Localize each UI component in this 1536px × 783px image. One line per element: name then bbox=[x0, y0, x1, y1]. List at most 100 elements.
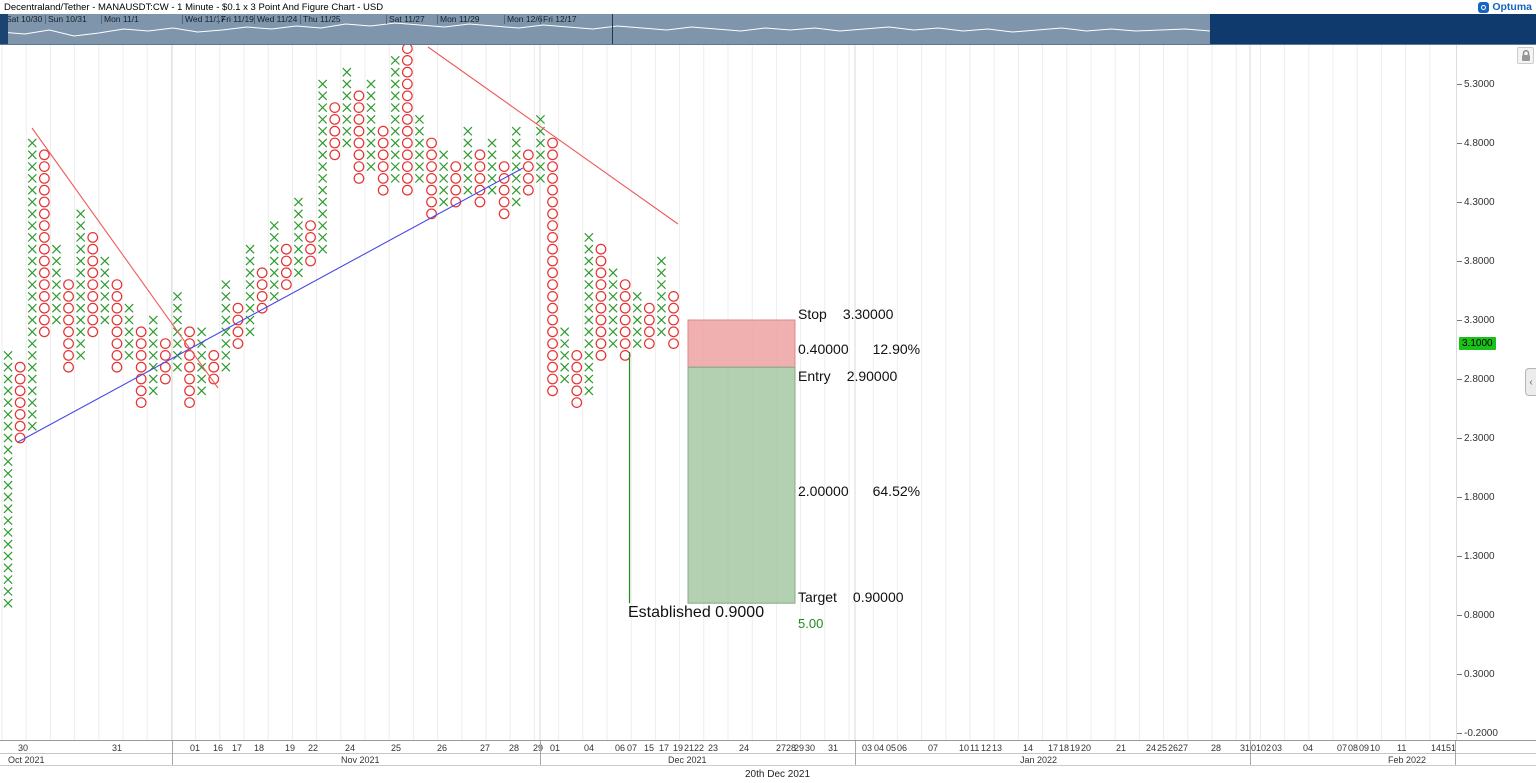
day-tick-label: 24 bbox=[1146, 743, 1157, 753]
pf-column-x bbox=[584, 232, 594, 396]
established-label[interactable]: Established 0.9000 bbox=[628, 604, 765, 621]
entry-label[interactable]: Entry 2.90000 bbox=[798, 368, 897, 384]
day-tick-label: 31 bbox=[1240, 743, 1251, 753]
day-tick-label: 18 bbox=[254, 743, 265, 753]
pf-column-x bbox=[100, 256, 110, 325]
axis-divider bbox=[1250, 741, 1251, 766]
axis-divider bbox=[855, 741, 856, 766]
price-tick: -0.2000 bbox=[1457, 728, 1498, 739]
navigator-sparkline-canvas bbox=[0, 22, 1210, 37]
target-label[interactable]: Target 0.90000 bbox=[798, 589, 904, 605]
pf-column-x bbox=[535, 114, 545, 183]
pf-column-o bbox=[450, 161, 462, 208]
stop-text: Stop bbox=[798, 306, 827, 322]
pf-column-o bbox=[232, 302, 244, 350]
navigator-date-label: Mon 11/29 bbox=[437, 15, 480, 24]
navigator-date-label: Wed 11/17 bbox=[182, 15, 225, 24]
price-tick: 4.8000 bbox=[1457, 138, 1495, 149]
day-tick-label: 15 bbox=[644, 743, 655, 753]
price-tick: 2.3000 bbox=[1457, 433, 1495, 444]
day-tick-label: 26 bbox=[437, 743, 448, 753]
lock-icon bbox=[1521, 49, 1530, 61]
pf-column-x bbox=[197, 327, 207, 396]
price-tick: 3.3000 bbox=[1457, 315, 1495, 326]
date-axis-days[interactable]: 30 31 01 16 17 18 19 22 24 25 26 27 28 29 01 04 06 07 15 17… bbox=[0, 740, 1536, 753]
day-tick-label: 24 bbox=[739, 743, 750, 753]
navigator-date-label: Thu 11/25 bbox=[300, 15, 341, 24]
chevron-left-icon: ‹ bbox=[1529, 376, 1533, 388]
chart-region: Stop 3.30000 0.40000 12.90% Entry 2.90000 2… bbox=[0, 45, 1536, 740]
trendline[interactable] bbox=[427, 46, 679, 225]
day-tick-label: 29 bbox=[794, 743, 805, 753]
stop-label[interactable]: Stop 3.30000 bbox=[798, 306, 893, 322]
reward-value: 2.00000 bbox=[798, 483, 849, 499]
pf-column-x bbox=[318, 79, 328, 254]
pf-column-x bbox=[245, 244, 255, 337]
day-tick-label: 22 bbox=[694, 743, 705, 753]
pf-chart-canvas[interactable] bbox=[0, 45, 1456, 740]
day-tick-label: 19 bbox=[285, 743, 296, 753]
pf-column-o bbox=[643, 302, 655, 350]
target-value: 0.90000 bbox=[852, 589, 904, 605]
day-tick-label: 09 bbox=[1359, 743, 1370, 753]
day-tick-label: 25 bbox=[1157, 743, 1168, 753]
day-tick-label: 17 bbox=[659, 743, 670, 753]
day-tick-label: 31 bbox=[828, 743, 839, 753]
navigator-date-label: Fri 12/17 bbox=[540, 15, 577, 24]
risk-value: 0.40000 bbox=[798, 341, 849, 357]
time-navigator[interactable]: Sat 10/30 Sun 10/31 Mon 11/1 Wed 11/17 Fri 1… bbox=[0, 14, 1536, 45]
day-tick-label: 08 bbox=[1348, 743, 1359, 753]
day-tick-label: 11 bbox=[970, 743, 980, 753]
price-tick: 0.3000 bbox=[1457, 669, 1495, 680]
day-tick-label: 10 bbox=[959, 743, 970, 753]
trendline[interactable] bbox=[17, 167, 524, 443]
day-tick-label: 10 bbox=[1370, 743, 1381, 753]
day-tick-label: 29 bbox=[533, 743, 544, 753]
pf-column-o bbox=[353, 90, 365, 184]
day-tick-label: 19 bbox=[1070, 743, 1081, 753]
axis-divider bbox=[540, 741, 541, 766]
lock-button[interactable] bbox=[1517, 47, 1534, 64]
pf-column-x bbox=[124, 303, 134, 360]
pf-column-o bbox=[668, 290, 679, 350]
date-axis-months[interactable]: Oct 2021 Nov 2021 Dec 2021 Jan 2022 Feb 2022 bbox=[0, 741, 1536, 766]
price-tick: 3.8000 bbox=[1457, 256, 1495, 267]
price-tick: 0.8000 bbox=[1457, 610, 1495, 621]
price-tick: 1.3000 bbox=[1457, 551, 1495, 562]
pf-column-x bbox=[439, 150, 449, 207]
day-tick-label: 13 bbox=[992, 743, 1003, 753]
day-tick-label: 21 bbox=[684, 743, 695, 753]
day-tick-label: 1 bbox=[1451, 743, 1457, 753]
optuma-logo[interactable]: Optuma bbox=[1478, 1, 1532, 13]
day-tick-label: 16 bbox=[213, 743, 224, 753]
target-zone[interactable] bbox=[687, 366, 796, 604]
optuma-logo-icon bbox=[1478, 1, 1490, 13]
price-tick: 2.8000 bbox=[1457, 374, 1495, 385]
risk-percent: 12.90% bbox=[872, 341, 921, 357]
day-tick-label: 31 bbox=[112, 743, 123, 753]
day-tick-label: 30 bbox=[18, 743, 29, 753]
day-tick-label: 12 bbox=[981, 743, 992, 753]
pf-column-x bbox=[3, 350, 13, 608]
pf-column-o bbox=[498, 161, 510, 220]
pf-column-o bbox=[280, 243, 292, 291]
day-tick-label: 07 bbox=[1337, 743, 1348, 753]
day-tick-label: 26 bbox=[1168, 743, 1179, 753]
pf-column-o bbox=[426, 137, 437, 220]
trendline[interactable] bbox=[31, 127, 219, 389]
chart-title: Decentraland/Tether - MANAUSDT:CW - 1 Mi… bbox=[4, 2, 384, 13]
stop-zone[interactable] bbox=[687, 319, 796, 368]
day-tick-label: 28 bbox=[1211, 743, 1222, 753]
price-axis[interactable]: 5.3000 4.8000 4.3000 3.8000 3.3000 2.8000 2.30… bbox=[1456, 45, 1536, 740]
day-tick-label: 06 bbox=[615, 743, 626, 753]
pf-column-x bbox=[293, 197, 303, 278]
navigator-future-overlay[interactable] bbox=[1210, 14, 1536, 44]
day-tick-label: 01 bbox=[550, 743, 561, 753]
navigator-date-label: Wed 11/24 bbox=[254, 15, 297, 24]
navigator-date-label: Mon 12/6 bbox=[504, 15, 542, 24]
navigator-left-handle[interactable] bbox=[0, 14, 8, 44]
pf-column-o bbox=[63, 279, 74, 373]
pf-column-o bbox=[135, 326, 147, 409]
day-tick-label: 20 bbox=[1081, 743, 1092, 753]
collapse-panel-button[interactable]: ‹ bbox=[1525, 368, 1536, 396]
